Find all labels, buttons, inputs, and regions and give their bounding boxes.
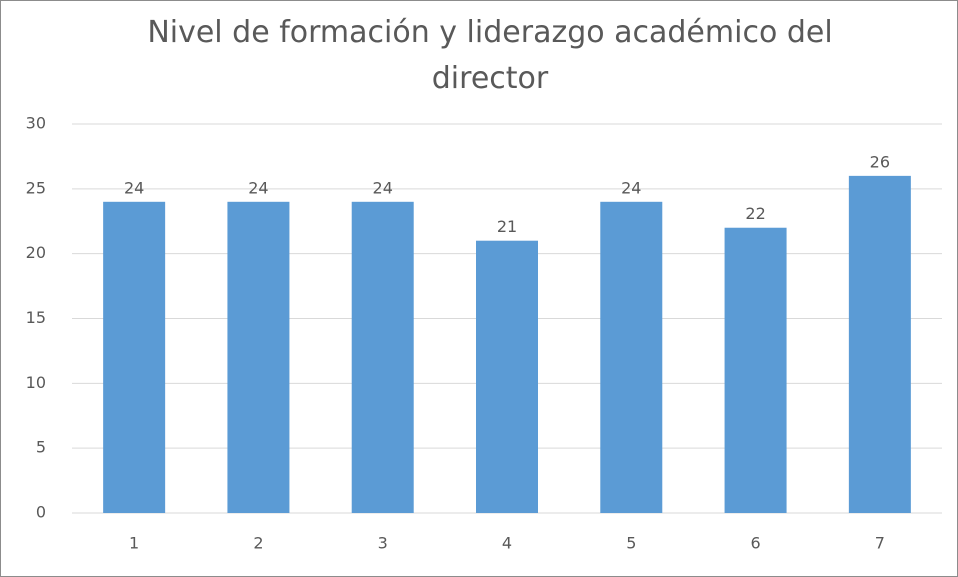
data-label: 24 bbox=[621, 178, 641, 197]
y-tick-label: 5 bbox=[36, 438, 46, 457]
x-tick-label: 2 bbox=[253, 534, 263, 553]
bar bbox=[476, 240, 538, 513]
data-label: 24 bbox=[124, 178, 144, 197]
bar bbox=[103, 201, 166, 514]
bar bbox=[724, 227, 787, 513]
bar bbox=[600, 201, 663, 514]
x-tick-label: 3 bbox=[378, 534, 388, 553]
y-tick-label: 0 bbox=[36, 503, 46, 522]
x-tick-label: 7 bbox=[875, 534, 885, 553]
bar bbox=[351, 201, 414, 514]
bar bbox=[848, 175, 911, 513]
x-tick-label: 5 bbox=[626, 534, 636, 553]
chart-title: Nivel de formación y liderazgo académico… bbox=[147, 15, 833, 96]
x-tick-label: 1 bbox=[129, 534, 139, 553]
y-tick-label: 25 bbox=[26, 178, 46, 197]
y-tick-label: 10 bbox=[26, 373, 46, 392]
y-tick-label: 20 bbox=[26, 243, 46, 262]
data-label: 24 bbox=[248, 178, 268, 197]
y-tick-label: 30 bbox=[26, 114, 46, 133]
data-label: 24 bbox=[373, 178, 393, 197]
data-label: 21 bbox=[497, 217, 517, 236]
data-label: 22 bbox=[745, 204, 765, 223]
x-tick-label: 4 bbox=[502, 534, 512, 553]
x-tick-label: 6 bbox=[750, 534, 760, 553]
y-tick-label: 15 bbox=[26, 308, 46, 327]
data-label: 26 bbox=[870, 152, 890, 171]
bar bbox=[227, 201, 290, 514]
